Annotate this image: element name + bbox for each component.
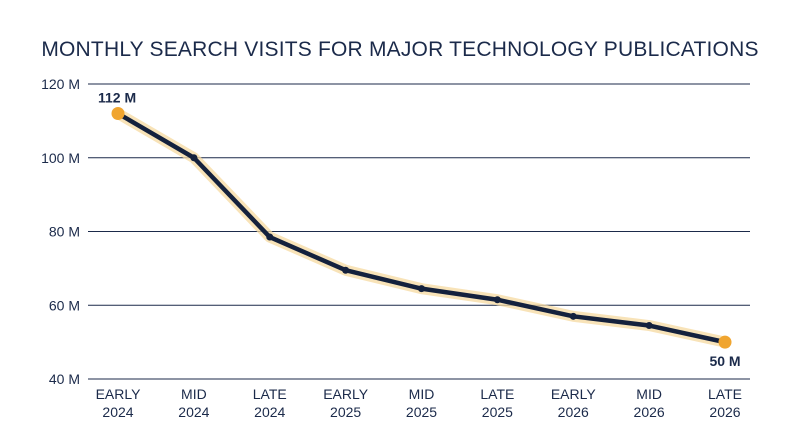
data-label: 50 M — [709, 353, 740, 369]
x-tick-label: EARLY 2025 — [323, 386, 369, 420]
x-tick-label-line: EARLY — [551, 386, 597, 402]
x-tick-label: EARLY 2024 — [96, 386, 142, 420]
x-tick-label-line: 2026 — [709, 404, 740, 420]
data-point — [418, 285, 425, 293]
data-point — [569, 312, 577, 320]
x-tick-label-line: LATE — [480, 386, 514, 402]
data-point — [342, 266, 350, 274]
highlight-point — [111, 107, 125, 120]
x-tick-label: LATE 2024 — [253, 386, 287, 420]
x-tick-label-line: MID — [181, 386, 207, 402]
chart-title: MONTHLY SEARCH VISITS FOR MAJOR TECHNOLO… — [41, 38, 759, 61]
x-tick-label: LATE 2026 — [708, 386, 742, 420]
y-tick-label: 40 M — [49, 371, 80, 387]
x-tick-label-line: 2025 — [330, 404, 361, 420]
series-line-glow — [112, 108, 731, 348]
x-tick-label: EARLY 2026 — [551, 386, 597, 420]
x-tick-label-line: 2024 — [178, 404, 209, 420]
x-tick-label-line: 2024 — [102, 404, 133, 420]
x-tick-label-line: LATE — [708, 386, 742, 402]
x-tick-label: LATE 2025 — [480, 386, 514, 420]
x-tick-label: MID 2024 — [178, 386, 209, 420]
x-axis-ticks: EARLY 2024 MID 2024 LATE 2024 EARLY 2025 MID 2025… — [96, 386, 742, 420]
data-points — [111, 107, 732, 349]
y-axis-ticks: 40 M 60 M 80 M 100 M 120 M — [41, 76, 80, 387]
data-point — [493, 296, 501, 304]
data-label: 112 M — [98, 90, 136, 106]
series-line — [112, 108, 731, 348]
x-tick-label-line: 2026 — [634, 404, 665, 420]
x-tick-label: MID 2026 — [634, 386, 665, 420]
data-labels: 112 M 50 M — [98, 90, 741, 370]
x-tick-label-line: EARLY — [96, 386, 142, 402]
x-tick-label-line: 2024 — [254, 404, 285, 420]
x-tick-label-line: MID — [636, 386, 662, 402]
y-tick-label: 100 M — [41, 150, 80, 166]
x-tick-label-line: 2025 — [482, 404, 513, 420]
x-tick-label-line: 2026 — [558, 404, 589, 420]
highlight-point — [718, 335, 732, 349]
gridlines — [88, 83, 750, 380]
x-tick-label: MID 2025 — [406, 386, 437, 420]
y-tick-label: 120 M — [41, 76, 80, 92]
x-tick-label-line: 2025 — [406, 404, 437, 420]
series-line-path — [115, 111, 728, 345]
data-point — [190, 154, 198, 162]
x-tick-label-line: LATE — [253, 386, 287, 402]
data-point — [266, 233, 274, 241]
y-tick-label: 60 M — [49, 297, 80, 313]
y-tick-label: 80 M — [49, 224, 80, 240]
x-tick-label-line: EARLY — [323, 386, 369, 402]
x-tick-label-line: MID — [409, 386, 435, 402]
data-point — [645, 322, 653, 330]
